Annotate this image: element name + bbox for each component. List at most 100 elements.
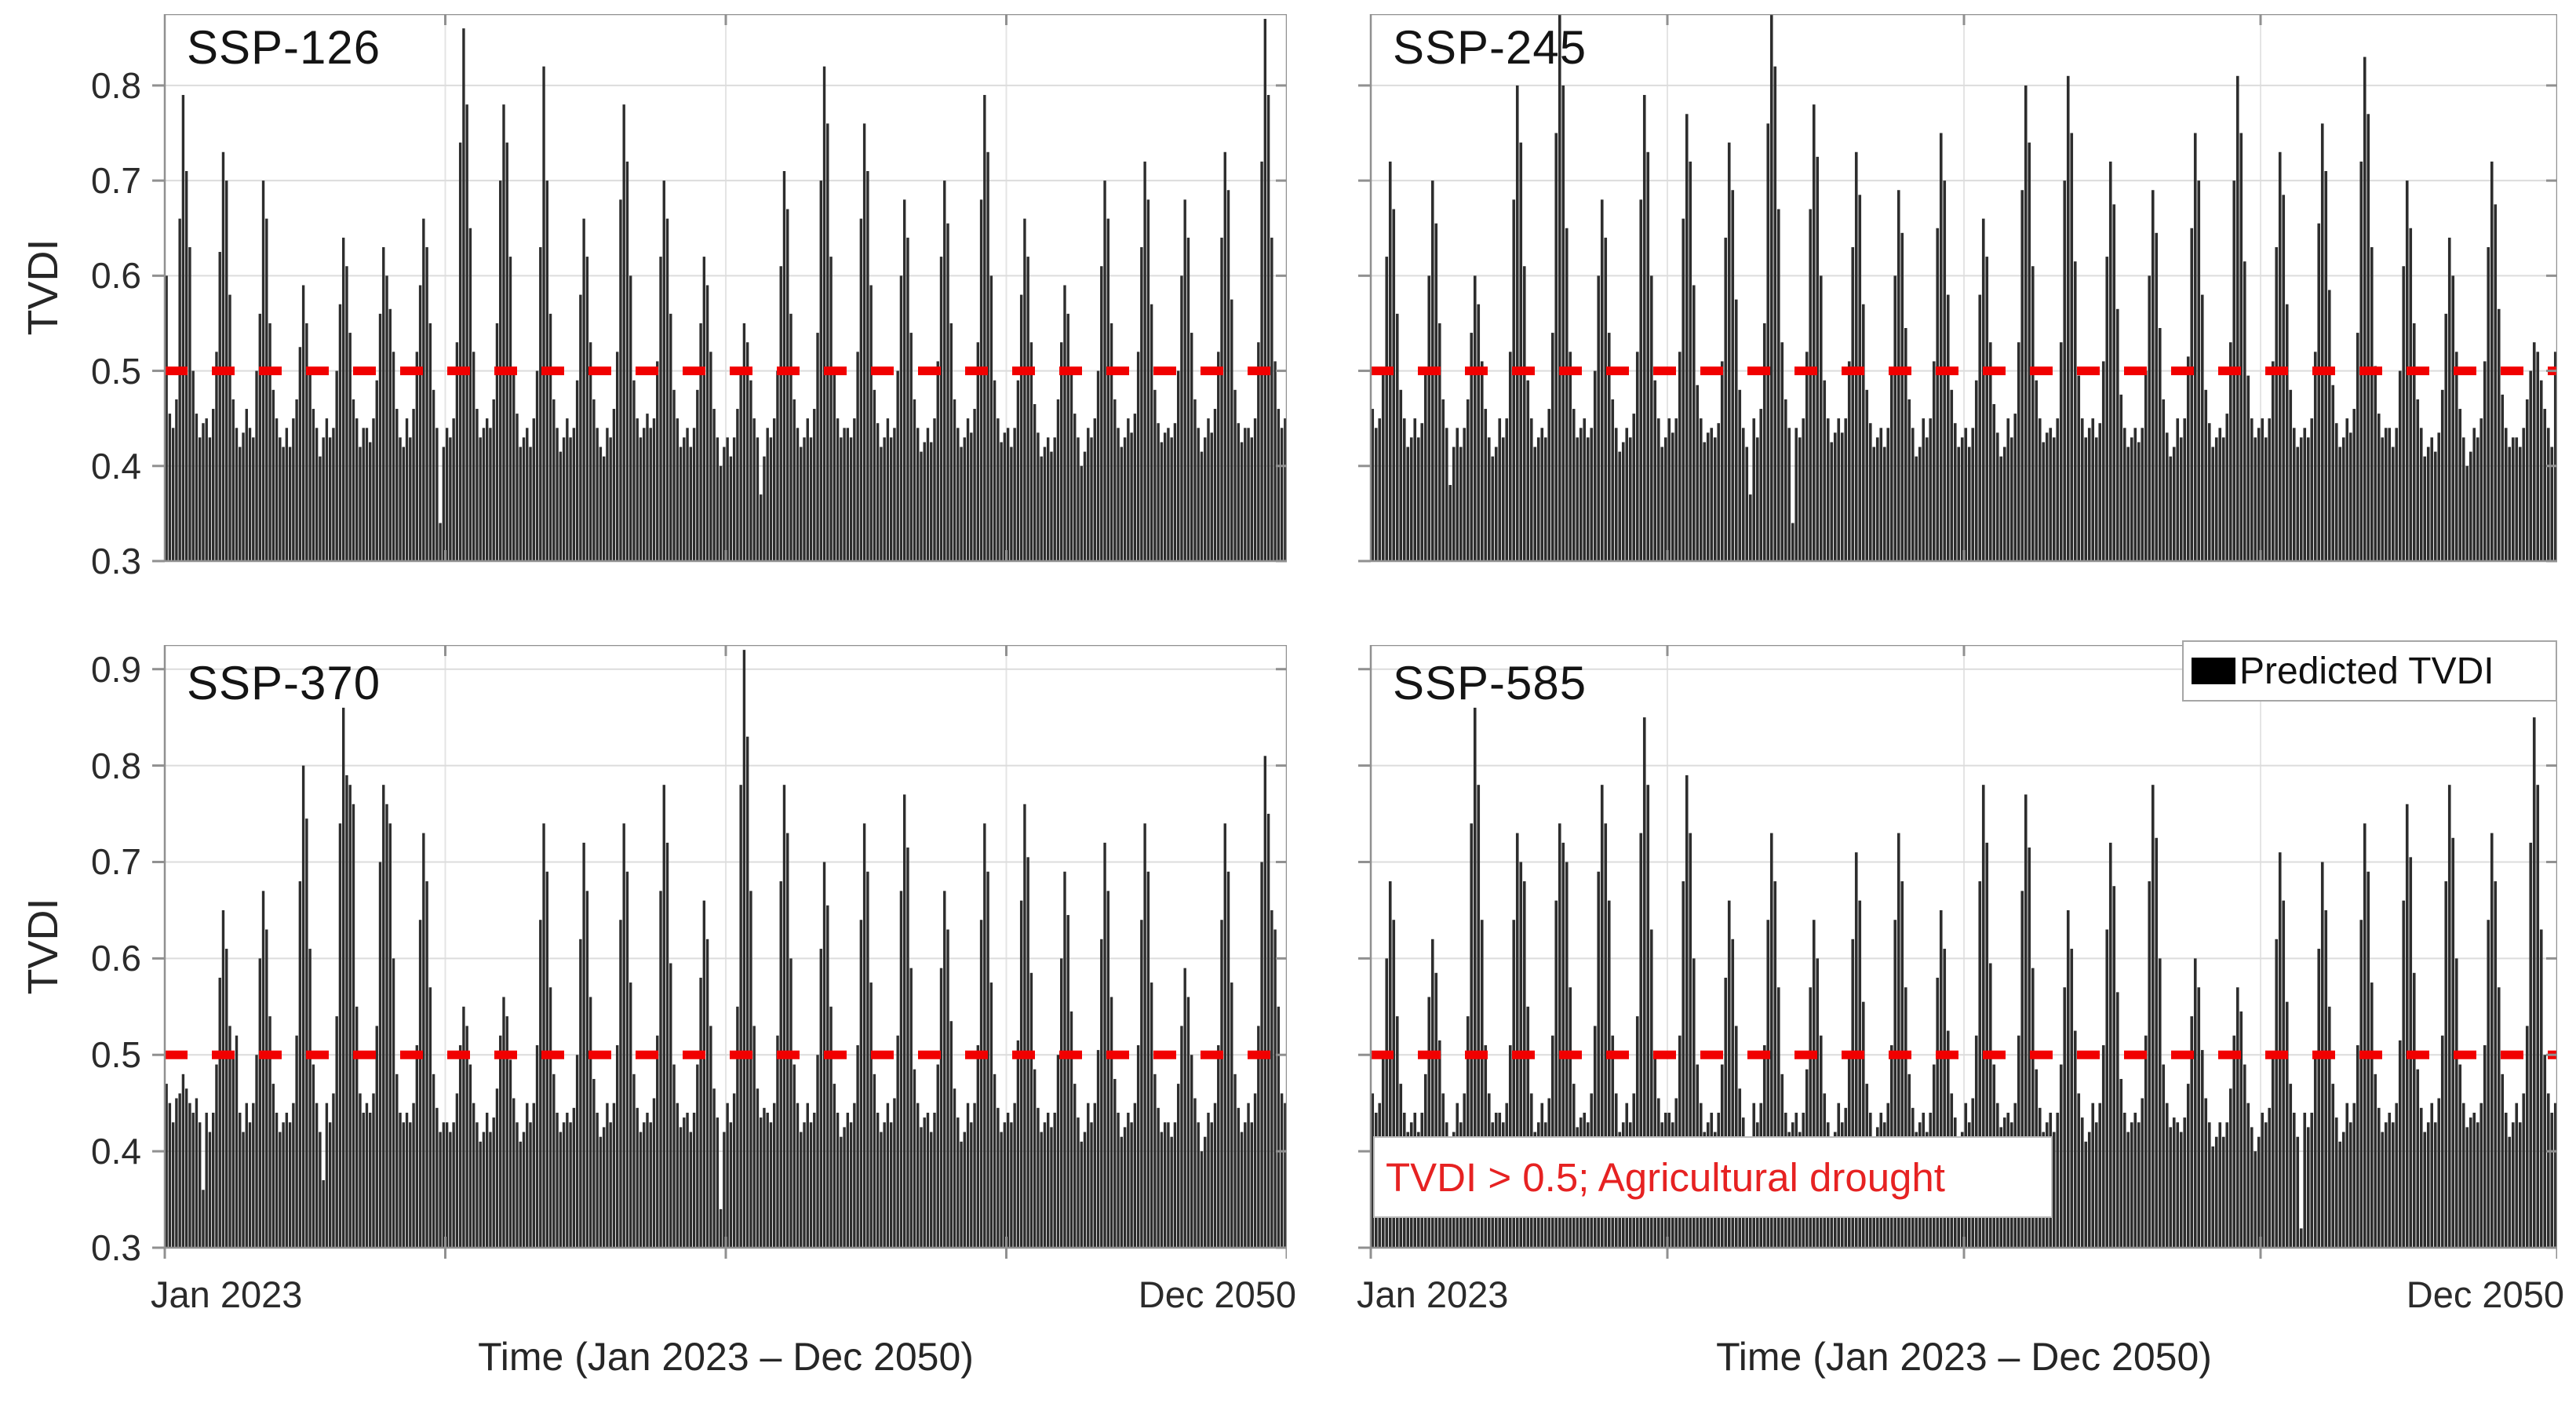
bar xyxy=(409,1122,412,1248)
bar xyxy=(539,246,542,561)
bar xyxy=(439,1132,442,1248)
bar xyxy=(736,1006,739,1248)
bar xyxy=(308,370,312,561)
bar xyxy=(1170,1136,1173,1248)
bar xyxy=(1053,1112,1056,1248)
bar xyxy=(298,881,302,1248)
bar xyxy=(936,361,939,561)
bar xyxy=(819,180,822,561)
bar xyxy=(495,1088,499,1248)
bar xyxy=(2532,717,2536,1248)
bar xyxy=(2190,1016,2194,1248)
bar xyxy=(1253,1093,1257,1248)
bar xyxy=(2539,929,2543,1248)
bar xyxy=(566,418,569,561)
bar xyxy=(1266,95,1270,561)
bar xyxy=(2416,399,2420,561)
bar xyxy=(736,409,739,561)
bar xyxy=(723,447,726,561)
bar xyxy=(2348,1122,2352,1248)
bar xyxy=(1823,380,1827,561)
bar xyxy=(1073,414,1077,561)
bar xyxy=(2193,958,2197,1248)
bar xyxy=(369,442,372,561)
bar xyxy=(1273,929,1277,1248)
bar xyxy=(1685,775,1689,1248)
bar xyxy=(315,428,319,561)
bar xyxy=(806,418,809,561)
bar xyxy=(979,920,983,1248)
bar xyxy=(2419,1107,2423,1248)
bar xyxy=(846,1112,850,1248)
bar xyxy=(341,237,345,561)
bar xyxy=(2487,246,2490,561)
bar xyxy=(726,437,729,561)
bar xyxy=(1600,199,1604,561)
bar xyxy=(943,180,946,561)
bar xyxy=(866,171,869,561)
bar xyxy=(1043,447,1047,561)
bar xyxy=(1140,920,1143,1248)
bar xyxy=(188,1103,191,1248)
bar xyxy=(609,1122,612,1248)
bar xyxy=(422,218,425,561)
bar xyxy=(742,650,746,1248)
bar xyxy=(716,1117,720,1248)
bar xyxy=(2501,1073,2505,1248)
bar xyxy=(2303,428,2307,561)
bar xyxy=(1217,352,1220,561)
bar xyxy=(1809,987,1813,1248)
bar xyxy=(1981,218,1985,561)
bar xyxy=(709,1026,712,1248)
bar xyxy=(588,342,592,561)
bar xyxy=(1250,437,1254,561)
bar xyxy=(2370,246,2374,561)
bar xyxy=(672,1064,676,1248)
bar xyxy=(1558,14,1561,561)
bar xyxy=(2412,972,2416,1248)
bar xyxy=(843,428,846,561)
bar xyxy=(322,1179,325,1248)
bar xyxy=(2084,437,2088,561)
bar xyxy=(752,1026,756,1248)
bar xyxy=(191,370,195,561)
bar xyxy=(2356,333,2359,561)
bar xyxy=(1988,963,1992,1248)
bar xyxy=(2310,1112,2314,1248)
bar xyxy=(1385,958,1389,1248)
bar xyxy=(1096,370,1100,561)
bar xyxy=(1120,1136,1124,1248)
bar xyxy=(599,1136,603,1248)
bar xyxy=(1284,1103,1287,1248)
bar xyxy=(612,409,616,561)
bar xyxy=(632,1073,636,1248)
bar xyxy=(2433,451,2437,561)
bar xyxy=(2299,1228,2303,1248)
bar xyxy=(2228,342,2232,561)
bar xyxy=(522,1132,526,1248)
bar xyxy=(2331,1084,2335,1248)
bar xyxy=(1186,237,1190,561)
bar xyxy=(606,428,609,561)
bar xyxy=(499,1035,502,1248)
bar xyxy=(245,409,248,561)
y-tick-label: 0.5 xyxy=(91,350,141,392)
bar xyxy=(662,180,665,561)
bar xyxy=(556,428,559,561)
bar xyxy=(1100,266,1103,561)
bar xyxy=(1515,85,1519,561)
bar xyxy=(1734,299,1738,561)
bar xyxy=(963,437,966,561)
bar xyxy=(2009,437,2013,561)
bar xyxy=(1385,257,1389,561)
bar xyxy=(2458,409,2462,561)
bar xyxy=(2101,1044,2105,1248)
bar xyxy=(997,1107,1000,1248)
bar xyxy=(2313,1055,2317,1248)
bar xyxy=(859,920,863,1248)
bar xyxy=(322,437,325,561)
bar xyxy=(1427,997,1431,1248)
bar xyxy=(1692,958,1696,1248)
bar xyxy=(612,1103,616,1248)
bar xyxy=(288,447,292,561)
